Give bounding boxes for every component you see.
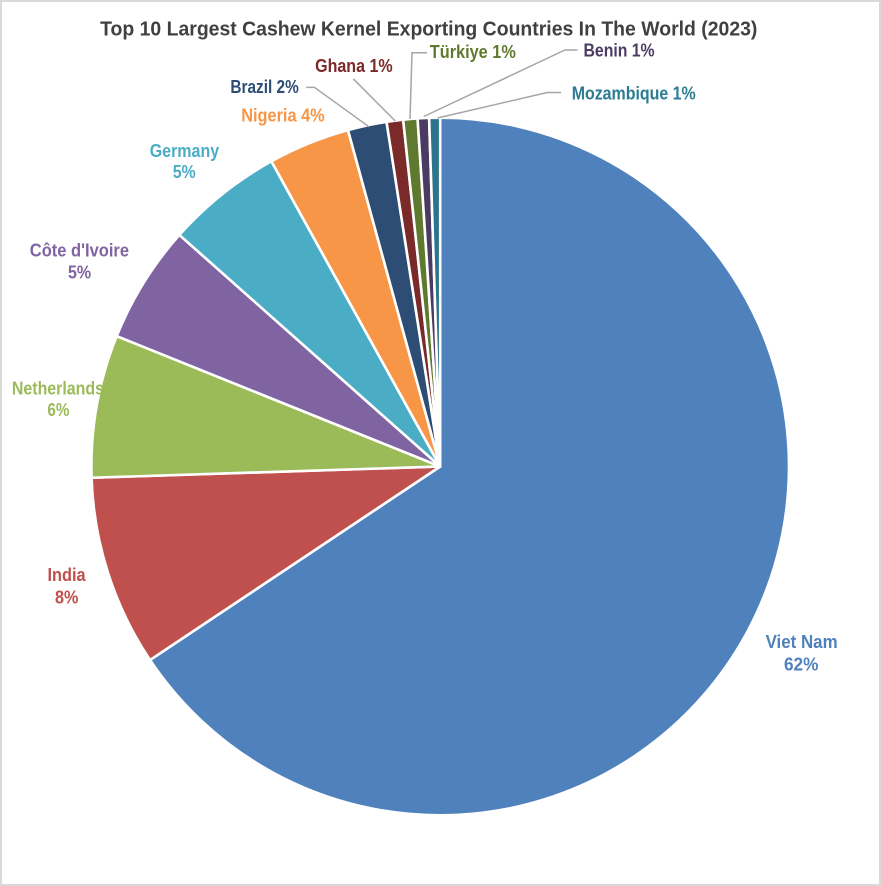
svg-text:Mozambique 1%: Mozambique 1% (572, 83, 696, 103)
svg-text:Germany: Germany (150, 141, 220, 161)
svg-text:Top 10 Largest Cashew Kernel E: Top 10 Largest Cashew Kernel Exporting C… (100, 19, 757, 41)
svg-text:India: India (48, 565, 87, 585)
svg-text:Benin 1%: Benin 1% (584, 40, 655, 60)
svg-text:Viet Nam: Viet Nam (766, 632, 838, 652)
svg-text:Ghana 1%: Ghana 1% (315, 56, 393, 76)
svg-text:5%: 5% (173, 162, 196, 182)
svg-text:5%: 5% (68, 263, 91, 283)
svg-text:Netherlands: Netherlands (12, 378, 104, 398)
svg-text:6%: 6% (47, 400, 69, 420)
svg-text:Brazil 2%: Brazil 2% (230, 77, 298, 97)
svg-text:Türkiye 1%: Türkiye 1% (430, 42, 516, 62)
svg-text:8%: 8% (55, 587, 78, 607)
svg-text:62%: 62% (784, 655, 818, 675)
svg-text:Côte d'Ivoire: Côte d'Ivoire (30, 240, 129, 260)
svg-text:Nigeria 4%: Nigeria 4% (241, 105, 325, 125)
